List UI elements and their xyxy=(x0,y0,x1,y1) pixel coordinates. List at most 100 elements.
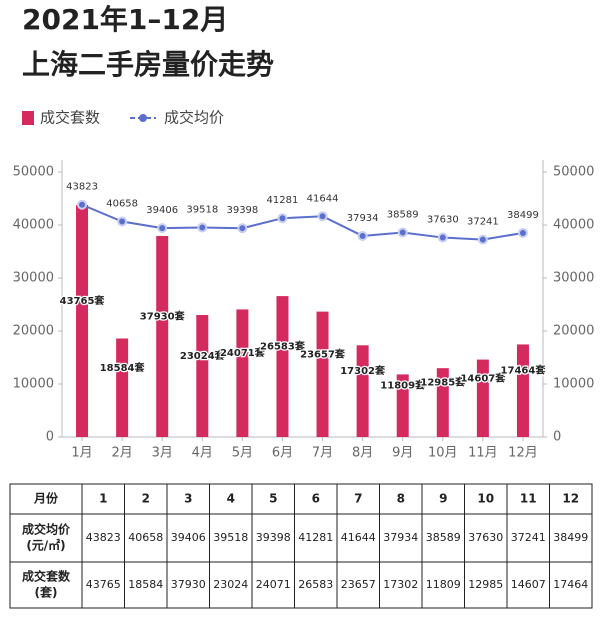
table-row-label: 成交套数 xyxy=(22,569,71,584)
table-header: 9 xyxy=(439,492,447,506)
x-tick-label: 4月 xyxy=(192,446,213,461)
data-label: 17302套 xyxy=(340,364,386,377)
x-tick-label: 7月 xyxy=(312,446,333,461)
data-label: 37934 xyxy=(347,213,379,224)
y2-tick-label: 40000 xyxy=(553,218,594,233)
y-tick-label: 10000 xyxy=(13,377,54,392)
x-tick-label: 8月 xyxy=(352,446,373,461)
table-header: 1 xyxy=(99,492,107,506)
bar xyxy=(316,311,329,437)
bar xyxy=(116,338,129,437)
table-header: 6 xyxy=(312,492,320,506)
table-cell: 39518 xyxy=(213,531,248,544)
data-label: 11809套 xyxy=(380,379,426,392)
table-cell: 38499 xyxy=(553,531,588,544)
x-tick-label: 2月 xyxy=(111,446,132,461)
legend-swatch xyxy=(139,114,147,122)
table-cell: 40658 xyxy=(128,531,163,544)
y-tick-label: 50000 xyxy=(13,165,54,180)
table-cell: 12985 xyxy=(468,578,503,591)
point xyxy=(117,216,128,227)
table-cell: 41281 xyxy=(298,531,333,544)
x-tick-label: 9月 xyxy=(392,446,413,461)
point xyxy=(157,223,168,234)
table-border xyxy=(9,483,593,609)
chart-title: 上海二手房量价走势 xyxy=(22,48,274,81)
x-tick-label: 1月 xyxy=(71,446,92,461)
x-tick-label: 5月 xyxy=(232,446,253,461)
bar xyxy=(476,359,489,437)
data-label: 14607套 xyxy=(460,371,506,384)
x-tick-label: 12月 xyxy=(508,446,538,461)
data-label: 43765套 xyxy=(60,294,106,307)
data-label: 12985套 xyxy=(420,376,466,389)
point xyxy=(277,213,288,224)
point xyxy=(397,227,408,238)
legend-label: 成交均价 xyxy=(164,109,224,127)
table-cell: 43765 xyxy=(86,578,121,591)
data-label: 38499 xyxy=(507,210,539,221)
data-label: 38589 xyxy=(387,209,419,220)
point xyxy=(237,223,248,234)
point xyxy=(357,230,368,241)
table-cell: 37630 xyxy=(468,531,503,544)
y-tick-label: 20000 xyxy=(13,324,54,339)
point xyxy=(197,222,208,233)
table-header: 8 xyxy=(397,492,405,506)
bar xyxy=(196,314,209,437)
data-label: 24071套 xyxy=(220,346,266,359)
y-tick-label: 40000 xyxy=(13,218,54,233)
table-header: 10 xyxy=(477,492,494,506)
data-label: 23024套 xyxy=(180,349,226,362)
x-tick-label: 6月 xyxy=(272,446,293,461)
data-label: 17464套 xyxy=(501,364,547,377)
x-tick-label: 11月 xyxy=(468,446,498,461)
table-header: 7 xyxy=(354,492,362,506)
y2-tick-label: 0 xyxy=(553,430,561,445)
data-label: 39518 xyxy=(186,205,218,216)
table-header: 4 xyxy=(227,492,235,506)
table-cell: 39406 xyxy=(171,531,206,544)
table-row-label: (套) xyxy=(35,585,58,600)
table-header: 11 xyxy=(520,492,537,506)
data-label: 37241 xyxy=(467,217,499,228)
point xyxy=(517,227,528,238)
y-tick-label: 30000 xyxy=(13,271,54,286)
data-label: 37930套 xyxy=(140,309,186,322)
table-cell: 43823 xyxy=(86,531,121,544)
table-cell: 11809 xyxy=(426,578,461,591)
bar xyxy=(276,296,289,437)
legend-swatch xyxy=(22,111,34,125)
table-cell: 41644 xyxy=(341,531,376,544)
table-cell: 17464 xyxy=(553,578,588,591)
table-cell: 37241 xyxy=(511,531,546,544)
point xyxy=(477,234,488,245)
data-label: 41281 xyxy=(267,195,299,206)
y-tick-label: 0 xyxy=(46,430,54,445)
chart-title: 2021年1–12月 xyxy=(22,3,228,36)
y2-tick-label: 10000 xyxy=(553,377,594,392)
bar xyxy=(356,345,369,437)
legend-label: 成交套数 xyxy=(40,109,100,127)
data-label: 39398 xyxy=(226,205,258,216)
bar xyxy=(236,309,249,437)
table-cell: 24071 xyxy=(256,578,291,591)
data-label: 37630 xyxy=(427,215,459,226)
data-label: 39406 xyxy=(146,205,178,216)
table-row-label: (元/㎡) xyxy=(26,538,65,553)
data-label: 41644 xyxy=(307,193,339,204)
table-header: 3 xyxy=(184,492,192,506)
point xyxy=(77,199,88,210)
table-cell: 37934 xyxy=(383,531,418,544)
x-tick-label: 10月 xyxy=(428,446,458,461)
table-cell: 17302 xyxy=(383,578,418,591)
x-tick-label: 3月 xyxy=(152,446,173,461)
data-label: 40658 xyxy=(106,199,138,210)
table-row-label: 成交均价 xyxy=(22,522,71,537)
table-cell: 26583 xyxy=(298,578,333,591)
bar xyxy=(156,235,169,437)
point xyxy=(317,211,328,222)
data-label: 43823 xyxy=(66,182,98,193)
point xyxy=(437,232,448,243)
